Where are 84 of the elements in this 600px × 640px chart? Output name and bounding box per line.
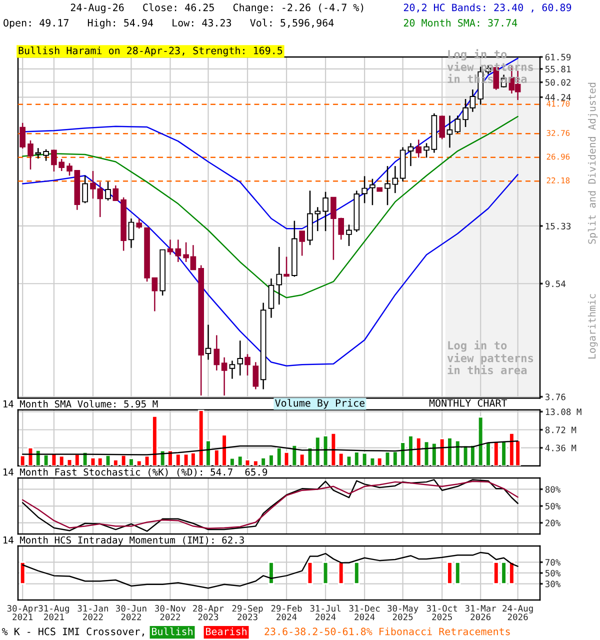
candlestick: [229, 360, 236, 380]
y-tick-label: 50%: [545, 570, 561, 576]
candlestick: [284, 256, 290, 278]
bar: [19, 454, 26, 466]
line-series: [22, 552, 518, 589]
candlestick: [322, 191, 328, 232]
candlestick: [167, 239, 174, 256]
y-tick-label: 61.59: [545, 54, 571, 60]
candlestick: [136, 218, 142, 230]
y-tick-label: 30%: [545, 580, 561, 588]
text: Bearish: [206, 628, 246, 636]
y-tick-label: 70%: [545, 559, 561, 566]
text: Logarithmic: [588, 294, 598, 358]
y-tick-label: 3.76: [545, 394, 566, 400]
candlestick: [205, 324, 212, 360]
x-tick-label: 31-Oct 2025: [426, 605, 458, 620]
y-tick-label: 15.33: [546, 222, 571, 230]
candlestick: [416, 138, 422, 158]
candlestick: [43, 148, 49, 162]
chart-title: 14 Month SMA Volume: 5.95 M: [3, 400, 158, 408]
text: 20 Month SMA: 37.74: [404, 18, 518, 27]
line-series: [22, 440, 518, 456]
candlestick: [408, 142, 414, 167]
candlestick: [446, 115, 453, 148]
x-tick-label: 30-May 2025: [388, 605, 418, 620]
candlestick: [252, 362, 259, 390]
x-tick-label: 30-Apr 2021: [7, 605, 38, 620]
x-tick-label: 28-Apr 2023: [193, 605, 224, 620]
x-tick-label: 31-Aug 2021: [38, 605, 69, 620]
y-tick-label: 44.24: [545, 94, 571, 101]
text: Volume By Price: [275, 398, 365, 409]
y-tick-label: 9.54: [545, 280, 566, 288]
candlestick: [237, 340, 244, 376]
candlestick: [82, 174, 88, 204]
candlestick: [362, 176, 368, 204]
x-tick-label: 29-Sep 2023: [232, 605, 263, 620]
candlestick: [299, 230, 305, 256]
x-tick-label: 24-Aug 2026: [502, 605, 533, 620]
candlestick: [276, 246, 282, 306]
x-tick-label: 31-Jul 2024: [310, 604, 340, 620]
candlestick: [454, 115, 461, 134]
candlestick: [370, 178, 376, 206]
candlestick: [424, 142, 430, 158]
candlestick: [175, 239, 182, 263]
chart-title: 14 Month Fast Stochastic (%K) (%D): 54.7 65.9: [3, 468, 268, 477]
y-tick-label: 4.36 M: [545, 444, 576, 452]
text: Open: 49.17 High: 54.94 Low: 43.23 Vol: 5,596,964: [4, 18, 334, 29]
candlestick: [244, 354, 250, 376]
x-tick-label: 31-Jan 2022: [78, 605, 108, 620]
y-tick-label: 80%: [545, 486, 561, 493]
candlestick: [66, 162, 72, 176]
candlestick: [28, 140, 34, 170]
y-tick-label: 50%: [545, 502, 561, 510]
x-tick-label: 30-Nov 2022: [155, 605, 186, 620]
text: % K - HCS IMI Crossover,: [2, 628, 144, 637]
chart-title: Bullish Harami on 28-Apr-23, Strength: 169.5: [18, 46, 282, 56]
text: 23.6-38.2-50-61.8% Fibonacci Retracements: [264, 628, 510, 636]
candlestick: [268, 278, 274, 318]
text: MONTHLY CHART: [429, 399, 508, 407]
y-tick-label: 13.08 M: [546, 408, 582, 416]
candlestick: [112, 184, 119, 202]
x-tick-label: 31-Mar 2026: [465, 605, 496, 620]
text: 24-Aug-26 Close: 46.25 Change: -2.26 (-4.7 %): [70, 3, 364, 14]
text: Bullish: [152, 627, 192, 636]
x-tick-label: 30-Jun 2022: [116, 605, 146, 620]
candlestick: [20, 122, 26, 150]
y-tick-label: 55.81: [545, 66, 571, 72]
candlestick: [152, 277, 158, 312]
annotation: Log in to view patterns in this area: [447, 340, 534, 374]
chart-title: 14 Month HCS Intraday Momentum (IMI): 62.3: [3, 536, 244, 546]
candlestick: [128, 218, 134, 249]
x-tick-label: 29-Feb 2024: [271, 604, 302, 620]
candlestick: [439, 115, 445, 140]
x-tick-label: 31-Dec 2024: [349, 605, 380, 620]
candlestick: [214, 334, 220, 372]
candlestick: [35, 147, 42, 160]
candlestick: [105, 180, 111, 202]
text: Split and Dividend Adjusted: [588, 82, 598, 244]
y-tick-label: 20%: [546, 520, 561, 526]
candlestick: [221, 356, 228, 396]
line-series: [22, 116, 518, 298]
y-tick-label: 50.02: [545, 79, 570, 86]
y-tick-label: 8.72 M: [545, 426, 576, 434]
text: 20,2 HC Bands: 23.40 , 60.89: [404, 4, 572, 13]
